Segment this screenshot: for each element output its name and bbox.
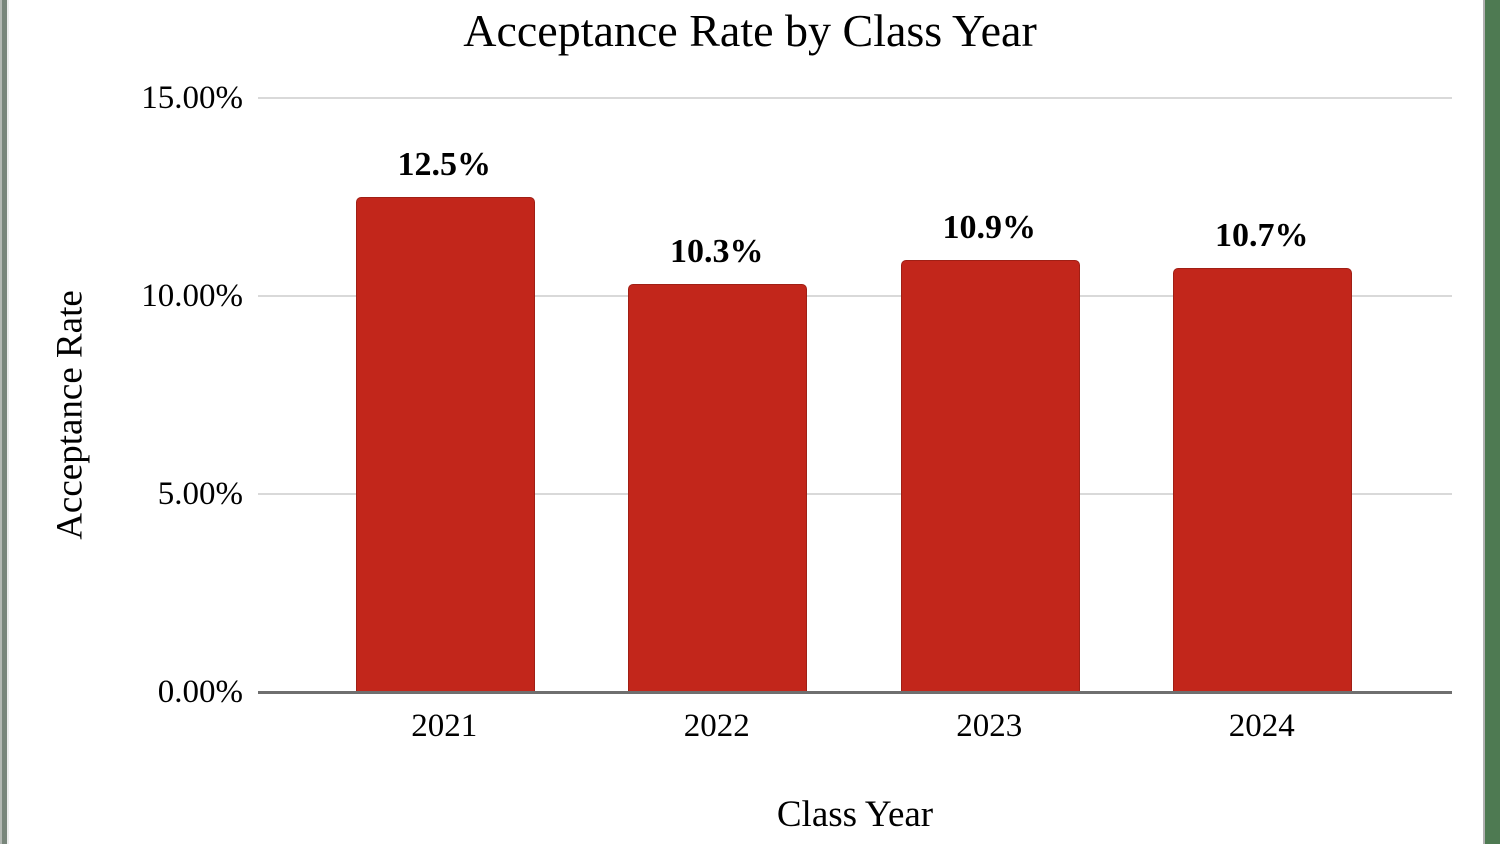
gridline-10.00% xyxy=(258,295,1452,297)
window-edge-right-green xyxy=(1485,0,1500,844)
y-tick-label: 15.00% xyxy=(141,80,243,116)
x-tick-label-2021: 2021 xyxy=(411,708,478,744)
bar-value-label-2022: 10.3% xyxy=(670,233,764,271)
window-edge-right-gray xyxy=(1483,0,1485,844)
x-tick-label-2024: 2024 xyxy=(1228,708,1295,744)
bar-value-label-2023: 10.9% xyxy=(942,209,1037,247)
bar-value-label-2024: 10.7% xyxy=(1215,217,1309,255)
bar-value-label-2021: 12.5% xyxy=(397,146,492,183)
chart-title: Acceptance Rate by Class Year xyxy=(463,5,1037,56)
window-edge-left-outer xyxy=(0,0,2,844)
x-tick-label-2022: 2022 xyxy=(683,708,750,744)
window-edge-left-inner xyxy=(2,0,7,844)
y-tick-label: 10.00% xyxy=(141,278,243,314)
plot-area: 12.5% 2021 10.3% 2022 10.9% 2023 10.7% 2024 xyxy=(258,97,1452,744)
x-axis-baseline xyxy=(258,691,1452,694)
bar-2022 xyxy=(628,284,808,693)
gridline-5.00% xyxy=(258,493,1452,495)
x-tick-label-2023: 2023 xyxy=(956,708,1023,744)
bar-2021 xyxy=(355,197,535,693)
y-tick-label: 0.00% xyxy=(157,674,243,710)
x-axis-title: Class Year xyxy=(776,794,934,835)
window-edge-left-gap xyxy=(7,0,9,844)
y-tick-label: 5.00% xyxy=(157,476,243,512)
gridline-15.00% xyxy=(258,97,1452,99)
bar-2023 xyxy=(900,260,1080,693)
bar-2024 xyxy=(1173,268,1353,693)
